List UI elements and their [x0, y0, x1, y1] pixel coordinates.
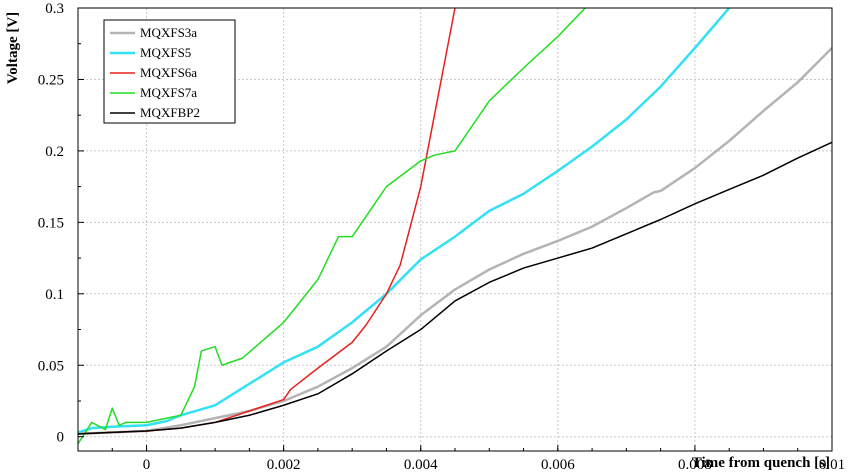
legend: MQXFS3a MQXFS5 MQXFS6a MQXFS7a MQXFBP2 — [103, 19, 236, 124]
series-lines — [78, 8, 832, 445]
y-tick-label: 0.15 — [38, 215, 64, 231]
ticks — [77, 7, 833, 451]
series-line-mqxfs7a — [78, 8, 586, 445]
x-tick-label: 0 — [143, 457, 151, 472]
x-tick-label: 0.002 — [267, 457, 301, 472]
legend-entries: MQXFS3a MQXFS5 MQXFS6a MQXFS7a MQXFBP2 — [110, 25, 200, 120]
series-line-mqxfbp2 — [78, 141, 832, 435]
y-tick-label: 0 — [57, 430, 65, 446]
legend-box — [103, 19, 236, 124]
x-tick-label: 0.01 — [819, 457, 845, 472]
legend-label: MQXFBP2 — [140, 105, 200, 120]
series-line-mqxfs3a — [78, 47, 832, 436]
legend-label: MQXFS3a — [140, 25, 197, 40]
y-tick-label: 0.3 — [45, 1, 64, 17]
y-axis-title: Voltage [V] — [5, 12, 21, 84]
x-axis-title: Time from quench [s] — [692, 455, 830, 471]
y-tick-label: 0.1 — [45, 287, 64, 303]
series-line-mqxfs5 — [78, 8, 731, 434]
y-tick-label: 0.05 — [38, 358, 64, 374]
legend-label: MQXFS6a — [140, 65, 197, 80]
y-tick-label: 0.25 — [38, 72, 64, 88]
legend-label: MQXFS5 — [140, 45, 191, 60]
x-tick-label: 0.004 — [404, 457, 438, 472]
x-tick-label: 0.008 — [678, 457, 712, 472]
legend-label: MQXFS7a — [140, 85, 197, 100]
x-tick-label: 0.006 — [541, 457, 575, 472]
tick-labels: 0 0.002 0.004 0.006 0.008 0.01 0 0.05 0.1 0.15 0.2… — [38, 1, 845, 472]
y-tick-label: 0.2 — [45, 144, 64, 160]
